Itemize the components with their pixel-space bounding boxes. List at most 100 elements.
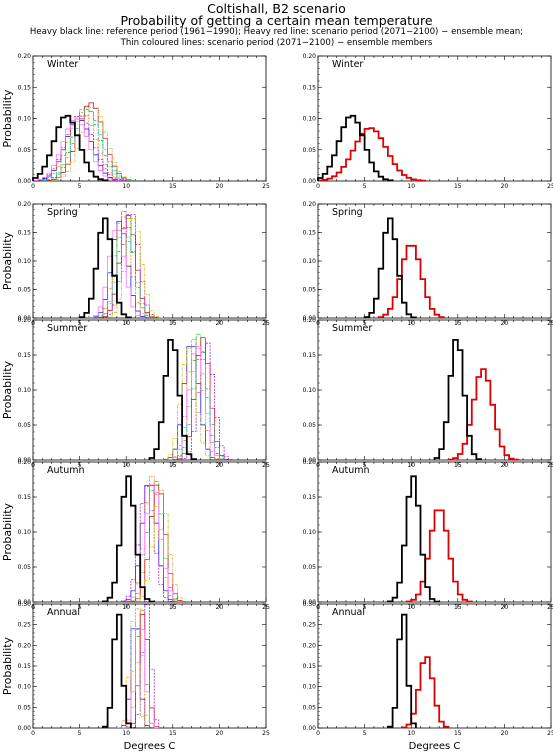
left-summer-plot-frame	[32, 319, 267, 461]
right-annual-xlabel: Degrees C	[409, 741, 461, 752]
left-winter-ylabel: Probability	[1, 89, 14, 148]
right-annual-xtick-label: 0	[316, 730, 320, 737]
left-winter-xtick-label: 0	[31, 183, 35, 190]
right-winter-ytick-label: 0.15	[303, 84, 317, 91]
left-annual-ytick-label: 0.30	[18, 601, 32, 608]
left-summer-member-line	[172, 333, 225, 460]
left-autumn-reference-line	[102, 475, 156, 603]
left-autumn-ytick-label: 0.05	[18, 564, 32, 571]
left-summer-member-line	[167, 345, 225, 460]
left-winter-xtick-label: 25	[262, 183, 270, 190]
left-summer-member-line	[181, 342, 234, 460]
right-spring-season-label: Spring	[332, 207, 363, 218]
right-annual-reference-line	[387, 613, 417, 728]
right-annual-ensemble-mean-line	[401, 656, 450, 729]
right-summer-ytick-label: 0.00	[303, 457, 317, 464]
left-summer-reference-line	[148, 339, 197, 460]
left-annual-ytick-label: 0.20	[18, 642, 32, 649]
left-winter-xtick-label: 15	[169, 183, 177, 190]
left-annual-member-line	[116, 620, 150, 729]
left-annual-xtick-label: 25	[262, 730, 270, 737]
right-annual-ytick-label: 0.05	[303, 704, 317, 711]
left-winter-member-line	[32, 115, 127, 181]
left-summer-ytick-label: 0.20	[18, 317, 32, 324]
left-autumn-ytick-label: 0.20	[18, 459, 32, 466]
left-spring-member-line	[107, 218, 164, 319]
right-annual-xtick-label: 10	[407, 730, 415, 737]
right-annual-ytick-label: 0.25	[303, 622, 317, 629]
right-winter-xtick-label: 5	[363, 183, 367, 190]
right-annual-xtick-label: 20	[501, 730, 509, 737]
left-spring-ylabel: Probability	[1, 231, 14, 290]
right-annual-ytick-label: 0.00	[303, 725, 317, 732]
left-annual-xtick-label: 15	[169, 730, 177, 737]
left-annual-ytick-label: 0.25	[18, 622, 32, 629]
left-annual-xtick-label: 20	[216, 730, 224, 737]
chart-title: Coltishall, B2 scenario	[207, 1, 346, 16]
left-summer-ytick-label: 0.05	[18, 422, 32, 429]
right-winter-ytick-label: 0.10	[303, 116, 317, 123]
left-winter-xtick-label: 5	[78, 183, 82, 190]
left-annual-ytick-label: 0.00	[18, 725, 32, 732]
right-winter-ytick-label: 0.20	[303, 53, 317, 60]
right-autumn-reference-line	[387, 475, 441, 603]
right-winter-plot-frame	[317, 55, 552, 182]
right-annual-ytick-label: 0.20	[303, 642, 317, 649]
right-autumn-ytick-label: 0.20	[303, 459, 317, 466]
left-annual-xtick-label: 10	[122, 730, 130, 737]
left-winter-ytick-label: 0.05	[18, 147, 32, 154]
right-winter-xtick-label: 10	[407, 183, 415, 190]
right-spring-ytick-label: 0.00	[303, 315, 317, 322]
right-spring-ytick-label: 0.20	[303, 201, 317, 208]
left-autumn-member-line	[135, 489, 188, 602]
left-winter-reference-line	[32, 114, 109, 182]
right-annual-ytick-label: 0.30	[303, 601, 317, 608]
left-winter-ytick-label: 0.15	[18, 84, 32, 91]
right-summer-ytick-label: 0.15	[303, 352, 317, 359]
right-spring-plot-frame	[317, 203, 552, 319]
left-annual-xtick-label: 5	[78, 730, 82, 737]
right-spring-reference-line	[363, 217, 417, 319]
left-autumn-ytick-label: 0.00	[18, 599, 32, 606]
right-summer-reference-line	[433, 339, 482, 460]
right-winter-reference-line	[317, 114, 394, 182]
left-annual-ytick-label: 0.05	[18, 704, 32, 711]
left-winter-member-line	[51, 106, 136, 181]
right-winter-ensemble-mean-line	[317, 127, 427, 182]
left-winter-plot-frame	[32, 55, 267, 182]
left-winter-ytick-label: 0.20	[18, 53, 32, 60]
left-annual-member-line	[121, 629, 160, 729]
right-winter-xtick-label: 20	[501, 183, 509, 190]
right-summer-ytick-label: 0.20	[303, 317, 317, 324]
right-summer-ytick-label: 0.10	[303, 387, 317, 394]
left-spring-member-line	[88, 230, 146, 318]
right-winter-season-label: Winter	[332, 59, 363, 70]
right-autumn-ytick-label: 0.15	[303, 494, 317, 501]
legend-line-2: Thin coloured lines: scenario period (20…	[120, 38, 433, 48]
left-autumn-member-line	[130, 481, 183, 602]
left-annual-member-line	[130, 604, 164, 729]
left-summer-ytick-label: 0.00	[18, 457, 32, 464]
left-spring-season-label: Spring	[47, 207, 78, 218]
left-annual-season-label: Annual	[47, 607, 80, 618]
left-autumn-member-line	[125, 484, 183, 602]
right-annual-ytick-label: 0.10	[303, 684, 317, 691]
left-spring-ytick-label: 0.05	[18, 287, 32, 294]
left-winter-xtick-label: 10	[122, 183, 130, 190]
left-winter-member-line	[41, 109, 136, 182]
right-winter-xtick-label: 0	[316, 183, 320, 190]
right-annual-plot-frame	[317, 603, 552, 729]
left-summer-member-line	[163, 347, 216, 460]
right-summer-xtick-label: 25	[547, 462, 553, 469]
left-summer-member-line	[177, 337, 230, 460]
right-annual-xtick-label: 5	[363, 730, 367, 737]
left-autumn-ytick-label: 0.10	[18, 529, 32, 536]
right-winter-ytick-label: 0.00	[303, 178, 317, 185]
chart-subtitle: Probability of getting a certain mean te…	[120, 13, 433, 28]
right-summer-season-label: Summer	[332, 323, 372, 334]
right-annual-xtick-label: 25	[547, 730, 553, 737]
right-spring-ensemble-mean-line	[377, 244, 445, 318]
left-winter-member-line	[32, 118, 122, 182]
left-autumn-member-line	[130, 484, 183, 602]
